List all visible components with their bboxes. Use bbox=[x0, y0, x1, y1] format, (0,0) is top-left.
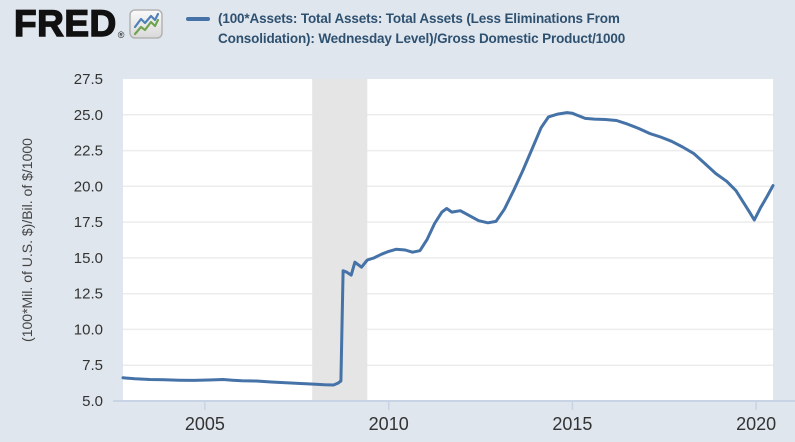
x-tick-label-2010: 2010 bbox=[369, 414, 409, 434]
x-tick-label-2015: 2015 bbox=[552, 414, 592, 434]
y-tick-label-15.0: 15.0 bbox=[74, 250, 103, 267]
series-line[interactable] bbox=[121, 111, 775, 387]
gridlines bbox=[123, 114, 773, 366]
x-tick-marks bbox=[204, 401, 757, 410]
y-tick-label-27.5: 27.5 bbox=[74, 71, 103, 88]
chart-legend: (100*Assets: Total Assets: Total Assets … bbox=[186, 9, 718, 49]
legend-text-line2: Consolidation): Wednesday Level)/Gross D… bbox=[218, 31, 626, 46]
plot-area[interactable] bbox=[123, 79, 773, 401]
y-tick-label-20.0: 20.0 bbox=[74, 178, 103, 195]
fred-logo[interactable]: FRED ® bbox=[13, 3, 164, 44]
recession-band bbox=[312, 79, 368, 401]
x-tick-label-2005: 2005 bbox=[185, 414, 225, 434]
x-tick-label-2020: 2020 bbox=[736, 414, 776, 434]
y-tick-label-5.0: 5.0 bbox=[82, 393, 103, 410]
fred-logo-text: FRED bbox=[13, 3, 117, 44]
y-axis-title: (100*Mil. of U.S. $)/Bil. of $/1000 bbox=[19, 138, 35, 342]
fred-logo-registered: ® bbox=[117, 30, 125, 40]
y-tick-label-22.5: 22.5 bbox=[74, 143, 103, 160]
legend-text-line1: (100*Assets: Total Assets: Total Assets … bbox=[218, 11, 620, 26]
legend-series-name: (100*Assets: Total Assets: Total Assets … bbox=[218, 9, 718, 49]
y-axis-tick-labels: 27.5 25.0 22.5 20.0 17.5 15.0 12.5 10.0 7.5 5.0 bbox=[74, 71, 103, 410]
x-axis-tick-labels: 2005 2010 2015 2020 bbox=[185, 414, 776, 434]
y-tick-label-12.5: 12.5 bbox=[74, 286, 103, 303]
legend-line-marker bbox=[186, 17, 210, 21]
fred-logo-chart-icon bbox=[129, 9, 164, 39]
y-tick-label-7.5: 7.5 bbox=[82, 357, 103, 374]
y-tick-label-10.0: 10.0 bbox=[74, 321, 103, 338]
y-tick-label-25.0: 25.0 bbox=[74, 107, 103, 124]
y-tick-label-17.5: 17.5 bbox=[74, 214, 103, 231]
